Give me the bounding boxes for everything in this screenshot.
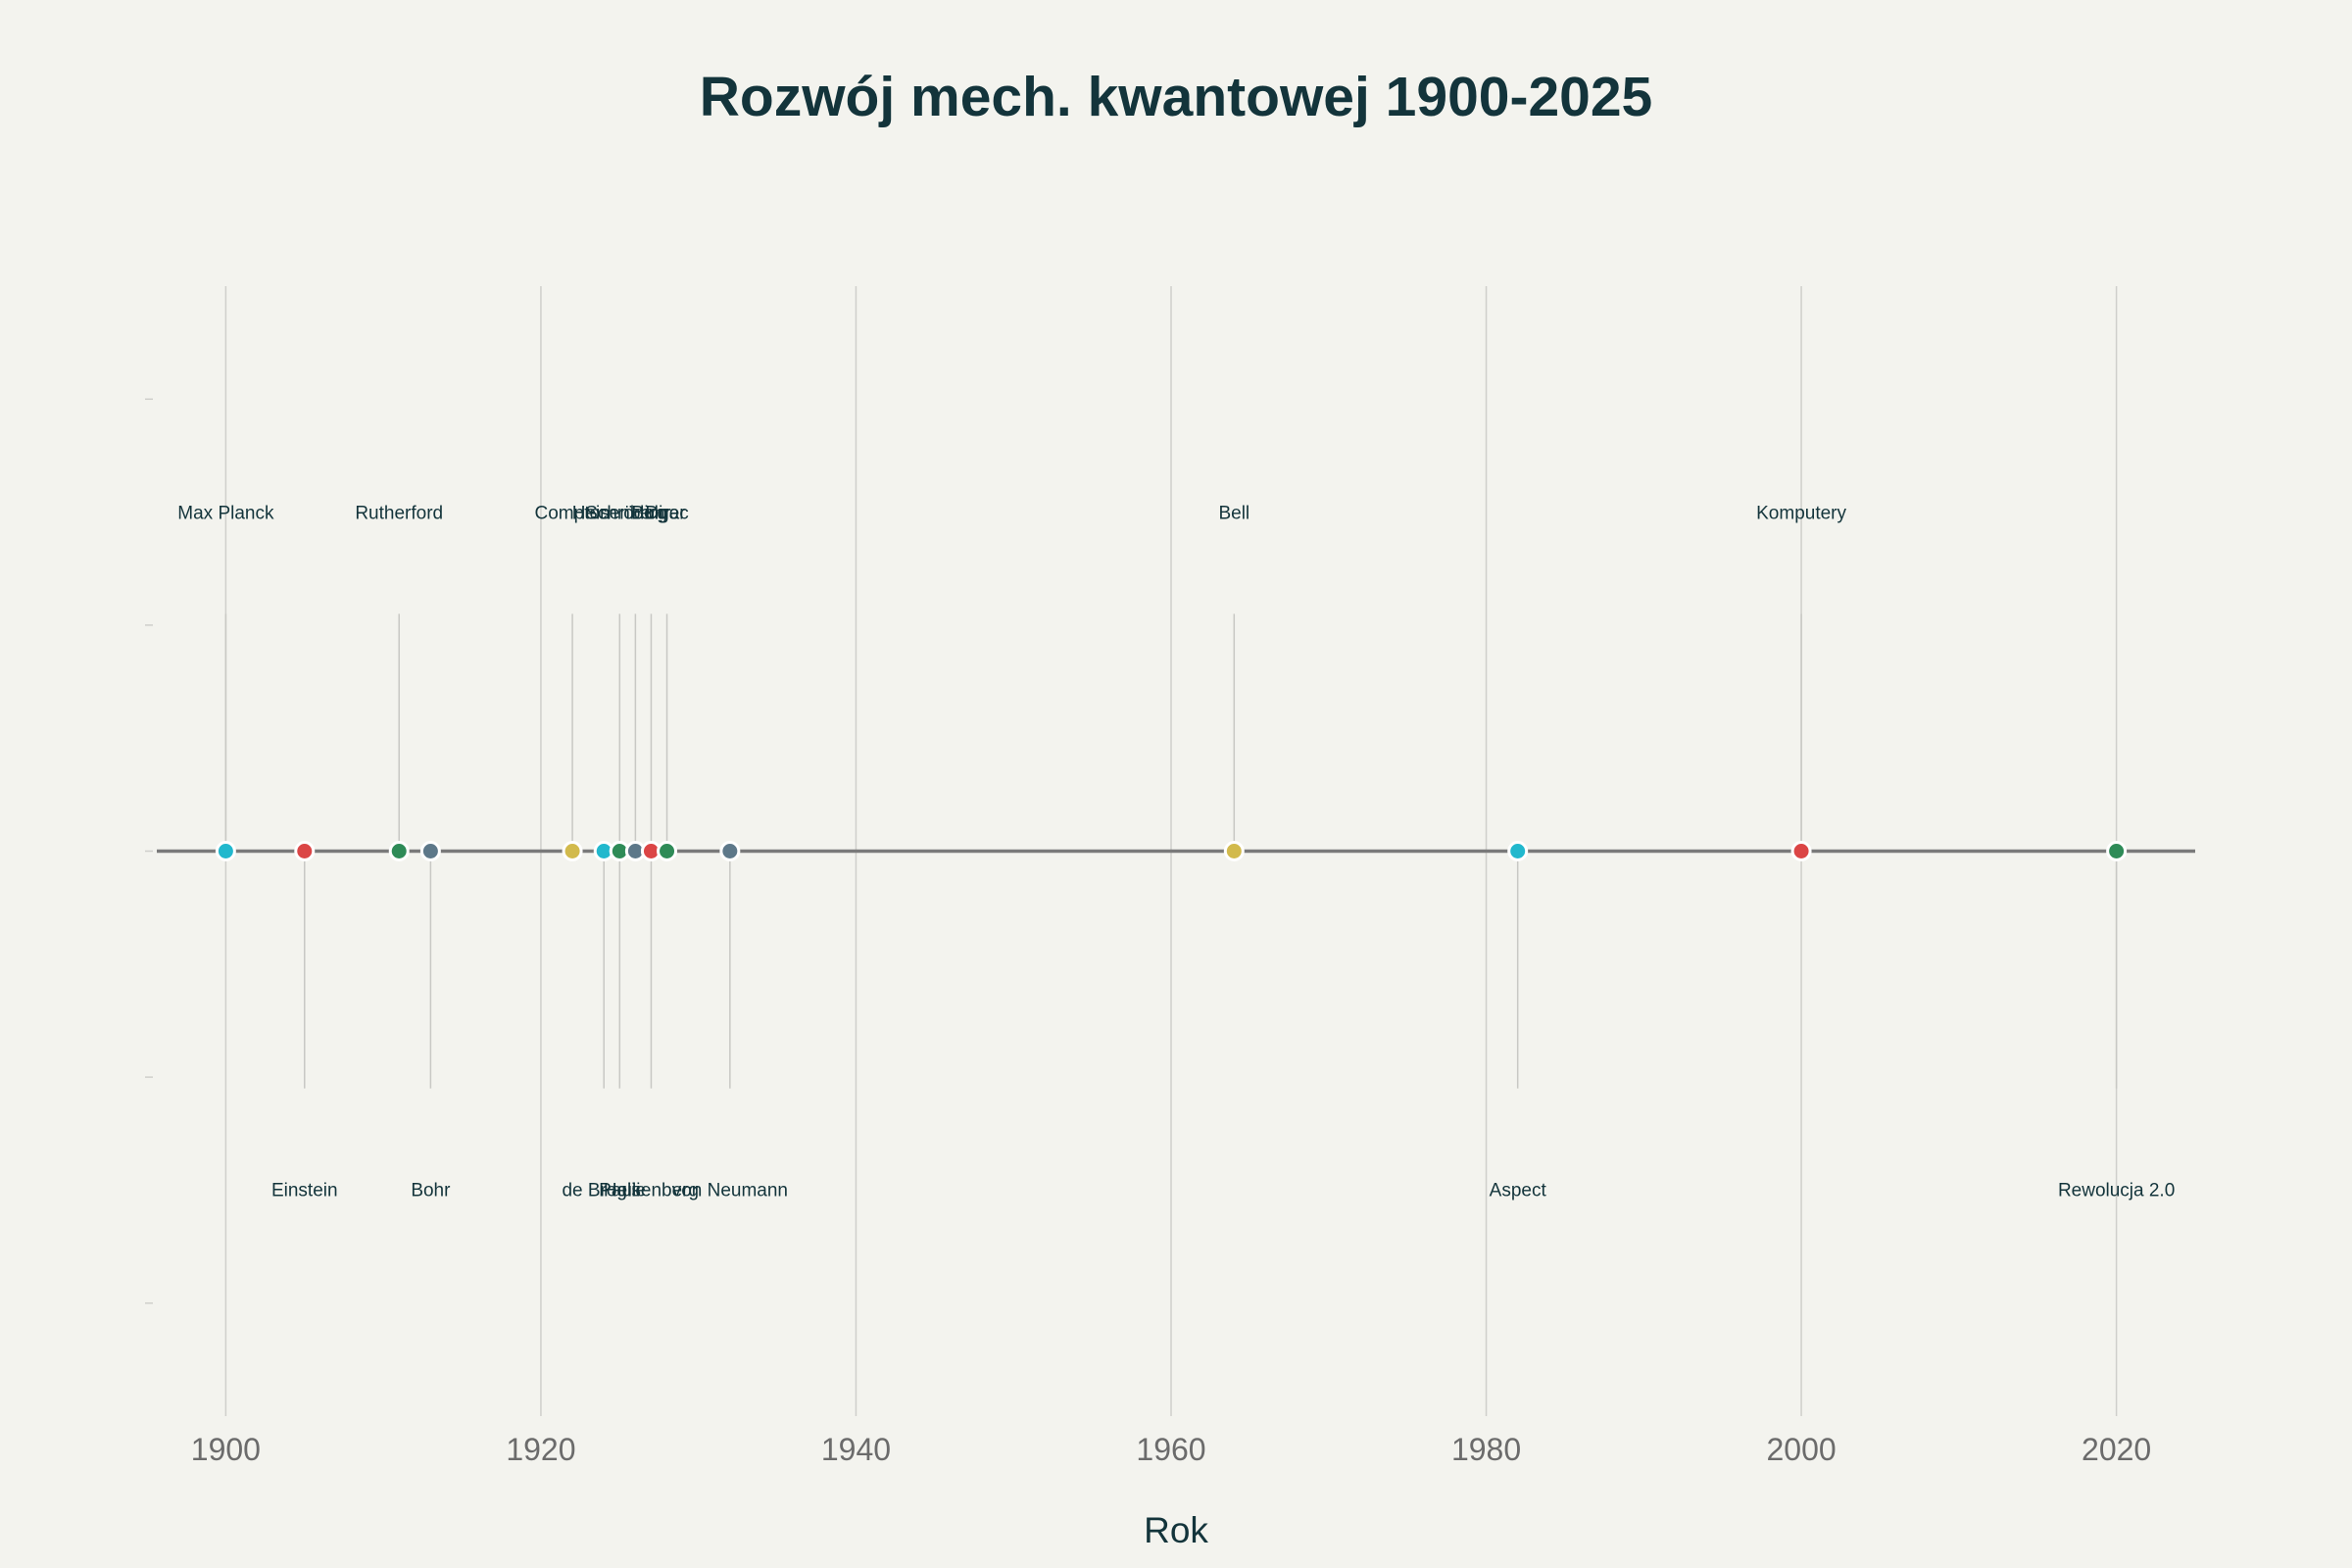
event-marker (719, 841, 741, 861)
event-label: Rutherford (355, 504, 443, 524)
event-marker (657, 841, 678, 861)
event-marker (388, 841, 410, 861)
event-marker (294, 841, 316, 861)
event-label: Heisenberg (604, 1180, 699, 1200)
event-label: Bohr (631, 504, 671, 524)
x-tick-label: 1900 (191, 1432, 261, 1467)
y-axis-ticks (145, 398, 153, 1304)
event-marker (419, 841, 441, 861)
event-label: Rewolucja 2.0 (2058, 1180, 2175, 1200)
event-labels: Max Planck Einstein Rutherford Bohr Compton d… (177, 504, 2175, 1201)
event-label: Komputery (1756, 504, 1846, 524)
event-label: Max Planck (177, 504, 274, 524)
x-tick-label: 1940 (821, 1432, 891, 1467)
event-label: Aspect (1490, 1180, 1547, 1200)
event-marker (2106, 841, 2128, 861)
event-marker (1790, 841, 1812, 861)
event-label: Pauli (599, 1180, 640, 1200)
event-marker (215, 841, 236, 861)
x-tick-label: 2000 (1766, 1432, 1836, 1467)
event-markers (215, 841, 2128, 861)
event-label: Einstein (271, 1180, 338, 1200)
x-axis-tick-labels: 1900 1920 1940 1960 1980 2000 2020 (191, 1432, 2151, 1467)
x-tick-label: 1920 (506, 1432, 575, 1467)
x-axis-title: Rok (1144, 1510, 1208, 1550)
event-label: Bohr (411, 1180, 451, 1200)
event-label: Compton (535, 504, 611, 524)
event-label: Bell (1218, 504, 1250, 524)
event-label: Schrödinger (585, 504, 686, 524)
event-label: Dirac (645, 504, 688, 524)
event-stems (224, 613, 2118, 1089)
event-label: von Neumann (672, 1180, 788, 1200)
event-marker (1507, 841, 1529, 861)
event-label: Heisenberg (572, 504, 667, 524)
chart-title: Rozwój mech. kwantowej 1900-2025 (700, 66, 1653, 128)
x-tick-label: 2020 (2082, 1432, 2151, 1467)
x-tick-label: 1960 (1136, 1432, 1205, 1467)
x-tick-label: 1980 (1451, 1432, 1521, 1467)
event-marker (1223, 841, 1245, 861)
event-marker (562, 841, 583, 861)
event-label: de Broglie (562, 1180, 646, 1200)
